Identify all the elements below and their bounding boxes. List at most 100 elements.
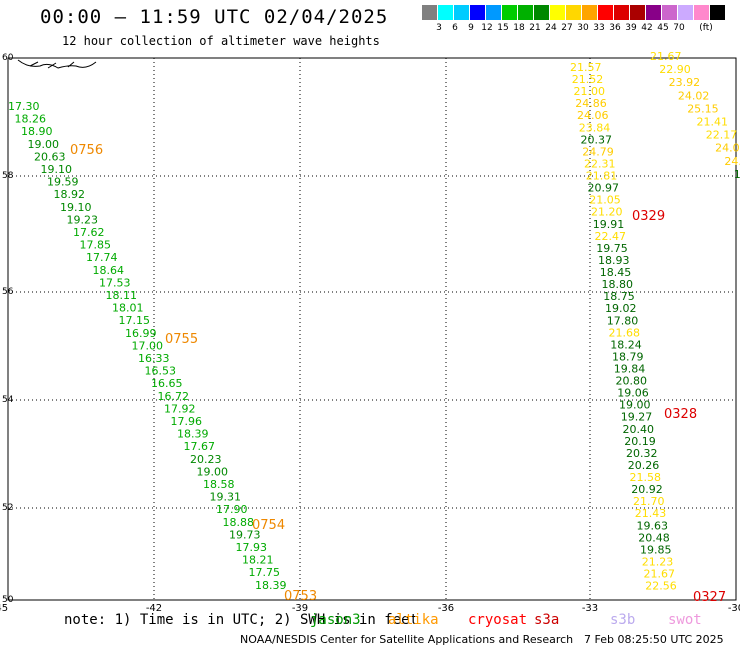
pass-time-label: 0328 — [664, 407, 697, 422]
wave-height-label: 21.81 — [586, 170, 618, 183]
wave-height-label: 19.85 — [640, 543, 672, 556]
wave-height-label: 16.53 — [145, 365, 177, 378]
satellite-legend-item: s3a — [534, 612, 560, 628]
wave-height-label: 17.92 — [164, 402, 196, 415]
color-swatch — [678, 5, 693, 20]
wave-height-label: 24.7 — [724, 155, 740, 168]
wave-height-label: 17.53 — [99, 276, 131, 289]
wave-height-label: 20.26 — [628, 459, 660, 472]
color-scale-label: 42 — [641, 23, 653, 33]
wave-height-label: 16.65 — [151, 377, 183, 390]
wave-height-label: 17.67 — [184, 440, 216, 453]
satellite-legend-item: altika — [388, 612, 439, 628]
wave-height-label: 22.56 — [645, 580, 677, 593]
wave-height-label: 17.93 — [236, 541, 268, 554]
wave-height-label: 19 — [734, 168, 740, 181]
wave-height-label: 25.15 — [687, 102, 719, 115]
pass-time-label: 0756 — [70, 143, 103, 158]
wave-height-label: 21.70 — [633, 495, 665, 508]
y-tick-label: 50 — [2, 595, 14, 605]
wave-height-label: 19.00 — [619, 399, 651, 412]
pass-time-label: 0329 — [632, 209, 665, 224]
map-frame — [7, 57, 737, 601]
wave-height-label: 21.05 — [589, 194, 621, 207]
wave-height-label: 20.32 — [626, 447, 658, 460]
x-tick-label: -45 — [0, 603, 8, 614]
wave-height-label: 22.90 — [659, 63, 691, 76]
y-tick-label: 52 — [2, 503, 13, 513]
wave-height-label: 21.67 — [650, 50, 682, 63]
wave-height-label: 18.88 — [223, 516, 255, 529]
y-tick-label: 58 — [2, 171, 14, 181]
wave-height-label: 18.21 — [242, 554, 274, 567]
wave-height-label: 24.02 — [678, 89, 710, 102]
wave-height-label: 17.74 — [86, 251, 118, 264]
color-swatch — [694, 5, 709, 20]
wave-height-label: 18.93 — [598, 254, 630, 267]
pass-time-label: 0753 — [284, 589, 317, 604]
color-scale-label: 27 — [561, 23, 573, 33]
wave-height-label: 18.39 — [255, 579, 287, 592]
x-tick-label: -30 — [728, 603, 740, 614]
wave-height-label: 18.75 — [603, 290, 635, 303]
coastline — [17, 59, 97, 69]
wave-height-label: 22.31 — [584, 157, 616, 170]
color-scale-label: 45 — [657, 23, 669, 33]
color-swatch — [550, 5, 565, 20]
color-swatch — [662, 5, 677, 20]
wave-height-label: 20.37 — [581, 133, 613, 146]
wave-height-label: 18.26 — [15, 113, 47, 126]
wave-height-label: 18.64 — [93, 264, 125, 277]
wave-height-label: 21.57 — [570, 61, 602, 74]
credit-line: NOAA/NESDIS Center for Satellite Applica… — [240, 633, 574, 646]
wave-height-label: 17.80 — [607, 314, 639, 327]
wave-height-label: 20.23 — [190, 453, 222, 466]
wave-height-label: 19.00 — [197, 465, 229, 478]
x-tick-label: -39 — [292, 603, 308, 614]
wave-height-label: 21.23 — [642, 555, 674, 568]
wave-height-label: 17.85 — [80, 239, 112, 252]
wave-height-label: 19.31 — [210, 491, 242, 504]
wave-height-label: 19.27 — [621, 411, 653, 424]
wave-height-label: 23.84 — [579, 121, 611, 134]
wave-height-label: 20.48 — [638, 531, 670, 544]
color-swatch — [582, 5, 597, 20]
color-scale-label: 6 — [452, 23, 458, 33]
wave-height-label: 19.59 — [47, 176, 79, 189]
color-scale-label: 15 — [497, 23, 509, 33]
wave-height-label: 20.97 — [588, 182, 620, 195]
wave-height-label: 22.47 — [595, 230, 627, 243]
wave-height-label: 19.91 — [593, 218, 625, 231]
wave-height-label: 21.52 — [572, 73, 604, 86]
footer-note: note: 1) Time is in UTC; 2) SWH is in fe… — [64, 612, 419, 628]
color-scale-label: 33 — [593, 23, 605, 33]
color-swatch — [438, 5, 453, 20]
wave-height-label: 24.06 — [577, 109, 609, 122]
x-tick-label: -33 — [582, 603, 598, 614]
wave-height-label: 17.30 — [8, 100, 40, 113]
wave-height-label: 17.62 — [73, 226, 105, 239]
wave-height-label: 21.00 — [574, 85, 606, 98]
wave-height-label: 17.90 — [216, 503, 248, 516]
color-swatch — [518, 5, 533, 20]
wave-height-label: 19.10 — [60, 201, 92, 214]
wave-height-label: 18.45 — [600, 266, 632, 279]
wave-height-label: 19.73 — [229, 528, 261, 541]
wave-height-label: 17.96 — [171, 415, 203, 428]
wave-height-label: 21.43 — [635, 507, 667, 520]
color-swatch — [566, 5, 581, 20]
wave-height-label: 20.19 — [624, 435, 656, 448]
map-title: 00:00 – 11:59 UTC 02/04/2025 — [40, 6, 389, 28]
wave-height-label: 19.00 — [28, 138, 60, 151]
color-scale-label: 12 — [481, 23, 493, 33]
wave-height-label: 23.92 — [669, 76, 701, 89]
satellite-legend-item: jason3 — [310, 612, 361, 628]
wave-height-label: 18.80 — [602, 278, 634, 291]
x-tick-label: -36 — [438, 603, 454, 614]
map-subtitle: 12 hour collection of altimeter wave hei… — [62, 34, 380, 48]
wave-height-label: 17.15 — [119, 314, 151, 327]
y-tick-label: 60 — [2, 53, 14, 63]
wave-height-label: 21.58 — [630, 471, 662, 484]
wave-height-label: 18.58 — [203, 478, 235, 491]
color-swatch — [470, 5, 485, 20]
